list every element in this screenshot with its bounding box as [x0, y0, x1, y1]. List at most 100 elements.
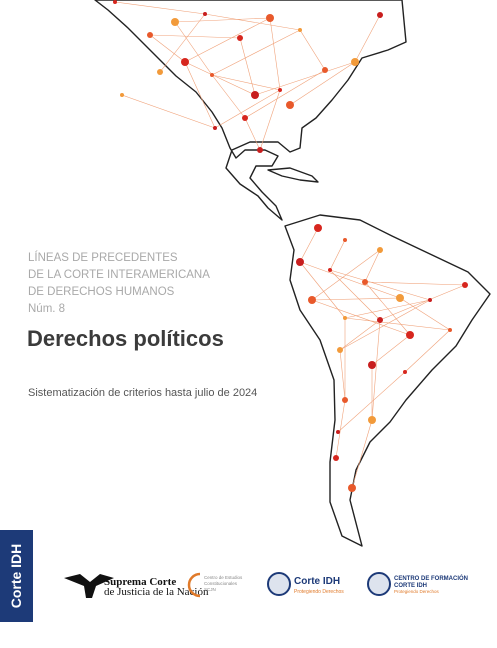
- north-america: [94, 0, 407, 221]
- series-line: DE LA CORTE INTERAMERICANA: [28, 269, 210, 281]
- network-link: [114, 1, 206, 15]
- network: [113, 0, 468, 492]
- network-node: [368, 361, 376, 369]
- network-node: [328, 268, 332, 272]
- network-node: [396, 294, 404, 302]
- network-link: [204, 13, 301, 31]
- network-node: [213, 126, 217, 130]
- network-link: [299, 261, 346, 319]
- network-node: [337, 347, 343, 353]
- network-node: [448, 328, 452, 332]
- network-link: [121, 94, 216, 129]
- network-node: [308, 296, 316, 304]
- network-node: [157, 69, 163, 75]
- network-node: [333, 455, 339, 461]
- network-node: [342, 397, 348, 403]
- network-link: [339, 319, 381, 351]
- network-node: [113, 0, 117, 4]
- network-node: [351, 58, 359, 66]
- series-line: LÍNEAS DE PRECEDENTES: [28, 251, 178, 264]
- network-link: [244, 69, 326, 119]
- network-link: [404, 329, 451, 373]
- network-link: [174, 21, 213, 76]
- logo-text: CORTE IDH: [394, 583, 427, 589]
- seal-icon: [367, 572, 391, 596]
- logo-cec: Centro de Estudios Constitucionales SCJN: [187, 572, 243, 598]
- network-link: [269, 17, 281, 91]
- network-node: [377, 317, 383, 323]
- network-node: [203, 12, 207, 16]
- network-link: [184, 17, 271, 63]
- network-node: [147, 32, 153, 38]
- network-node: [296, 258, 304, 266]
- network-node: [242, 115, 248, 121]
- network-link: [244, 117, 261, 151]
- network-link: [329, 269, 381, 321]
- network-link: [344, 299, 431, 319]
- logo-scjn: Suprema Corte de Justicia de la Nación: [64, 574, 209, 598]
- network-link: [335, 399, 346, 459]
- network-link: [211, 29, 301, 76]
- network-link: [149, 34, 241, 39]
- network-node: [322, 67, 328, 73]
- network-link: [379, 284, 466, 321]
- network-link: [371, 334, 411, 366]
- network-link: [289, 61, 356, 106]
- network-node: [171, 18, 179, 26]
- cuba: [267, 167, 319, 183]
- network-link: [174, 17, 271, 23]
- logo-text: Suprema Corte: [104, 576, 176, 588]
- network-link: [211, 74, 281, 91]
- logo-formacion: CENTRO DE FORMACIÓN CORTE IDH Protegiend…: [367, 572, 468, 596]
- network-link: [311, 299, 411, 336]
- series-number: Núm. 8: [28, 303, 65, 315]
- side-tab: [0, 530, 33, 622]
- south-america: [284, 214, 491, 547]
- network-link: [299, 261, 401, 299]
- logo-text: Centro de Estudios: [204, 575, 243, 580]
- network-link: [329, 269, 431, 301]
- network-node: [278, 88, 282, 92]
- series-line: DE DERECHOS HUMANOS: [28, 286, 175, 298]
- network-link: [354, 14, 381, 63]
- title: Derechos políticos: [27, 326, 224, 351]
- network-link: [311, 297, 401, 301]
- network-link: [214, 89, 281, 129]
- logo-text: CENTRO DE FORMACIÓN: [394, 574, 468, 582]
- network-link: [337, 371, 406, 433]
- network-node: [362, 279, 368, 285]
- network-node: [251, 91, 259, 99]
- network-node: [257, 147, 263, 153]
- network-link: [239, 37, 256, 96]
- subtitle: Sistematización de criterios hasta julio…: [28, 387, 257, 399]
- network-node: [403, 370, 407, 374]
- network-node: [406, 331, 414, 339]
- network-node: [237, 35, 243, 41]
- network-link: [299, 29, 326, 71]
- eagle-icon: [64, 574, 114, 598]
- network-node: [377, 247, 383, 253]
- network-node: [314, 224, 322, 232]
- seal-icon: [267, 572, 291, 596]
- network-link: [339, 349, 346, 401]
- series-block: LÍNEAS DE PRECEDENTES DE LA CORTE INTERA…: [28, 251, 210, 315]
- network-node: [377, 12, 383, 18]
- network-link: [254, 61, 356, 96]
- logo-corteidh: Corte IDH Protegiendo Derechos: [267, 572, 344, 596]
- logo-text: Corte IDH: [294, 576, 340, 587]
- network-link: [329, 239, 346, 271]
- network-link: [344, 317, 451, 331]
- logo-text: Protegiendo Derechos: [294, 589, 344, 595]
- network-link: [184, 61, 216, 129]
- network-node: [343, 316, 347, 320]
- network-link: [259, 89, 281, 151]
- side-tab-text: Corte IDH: [8, 544, 24, 609]
- network-link: [149, 34, 186, 63]
- logo-text: Constitucionales: [204, 581, 238, 586]
- network-node: [428, 298, 432, 302]
- network-link: [364, 281, 411, 336]
- network-node: [286, 101, 294, 109]
